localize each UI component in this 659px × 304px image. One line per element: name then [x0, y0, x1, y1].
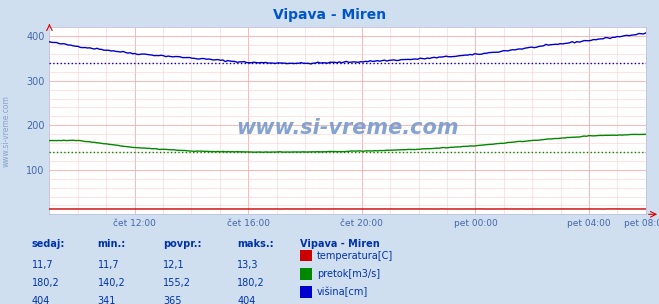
Text: 341: 341	[98, 296, 116, 304]
Text: www.si-vreme.com: www.si-vreme.com	[237, 118, 459, 137]
Text: Vipava - Miren: Vipava - Miren	[273, 8, 386, 22]
Text: pretok[m3/s]: pretok[m3/s]	[317, 269, 380, 279]
Text: 155,2: 155,2	[163, 278, 191, 288]
Text: 180,2: 180,2	[32, 278, 59, 288]
Text: temperatura[C]: temperatura[C]	[317, 251, 393, 261]
Text: min.:: min.:	[98, 239, 126, 249]
Text: 12,1: 12,1	[163, 260, 185, 270]
Text: 365: 365	[163, 296, 182, 304]
Text: sedaj:: sedaj:	[32, 239, 65, 249]
Text: 404: 404	[32, 296, 50, 304]
Text: 11,7: 11,7	[32, 260, 53, 270]
Text: 404: 404	[237, 296, 256, 304]
Text: 11,7: 11,7	[98, 260, 119, 270]
Text: www.si-vreme.com: www.si-vreme.com	[2, 95, 11, 167]
Text: maks.:: maks.:	[237, 239, 274, 249]
Text: višina[cm]: višina[cm]	[317, 287, 368, 297]
Text: Vipava - Miren: Vipava - Miren	[300, 239, 380, 249]
Text: 13,3: 13,3	[237, 260, 259, 270]
Text: 180,2: 180,2	[237, 278, 265, 288]
Text: 140,2: 140,2	[98, 278, 125, 288]
Text: povpr.:: povpr.:	[163, 239, 202, 249]
